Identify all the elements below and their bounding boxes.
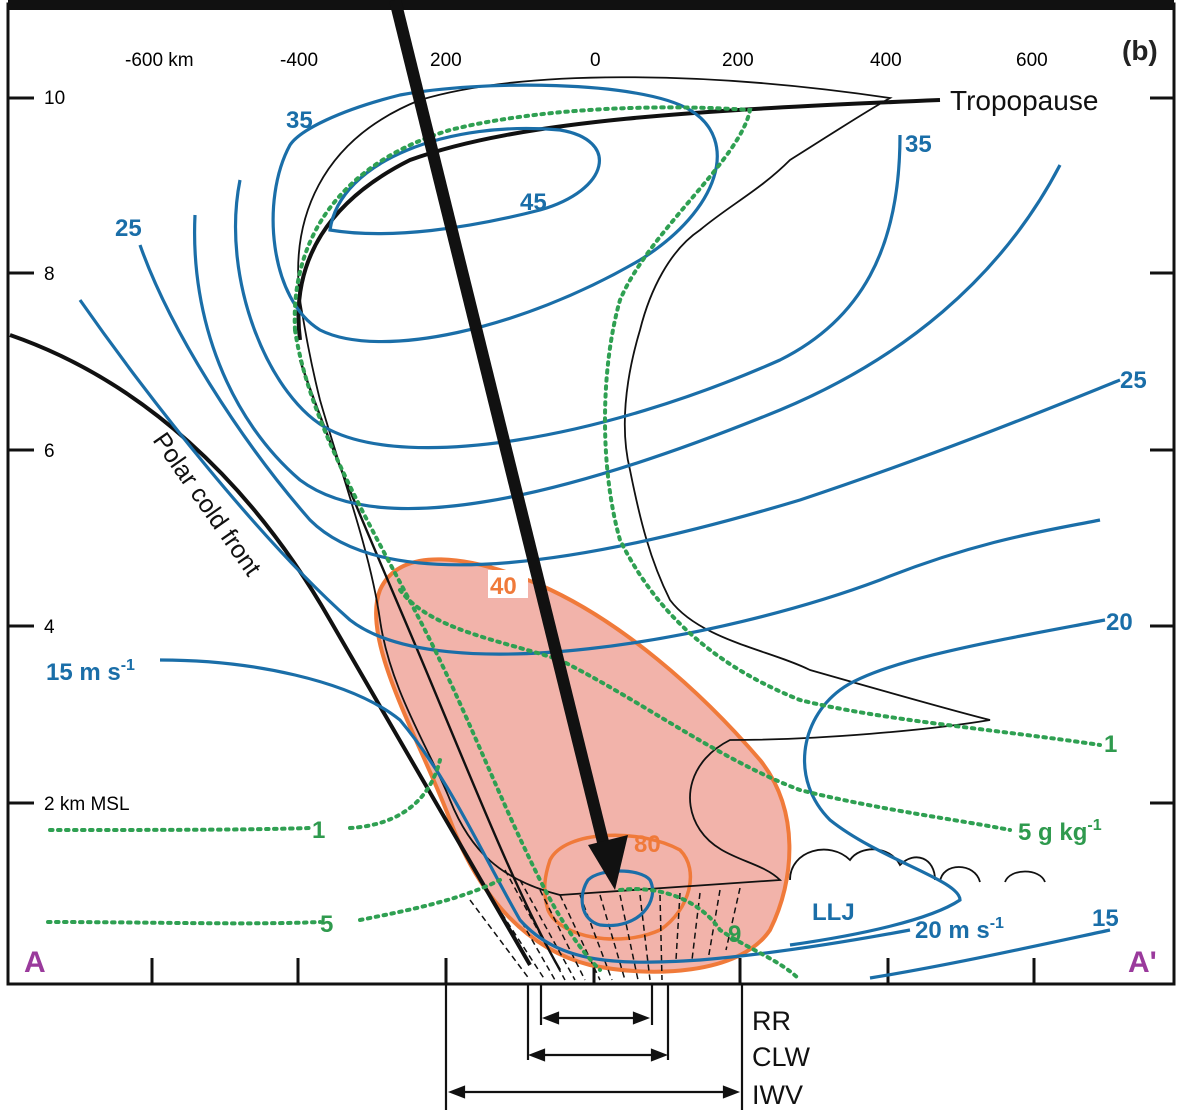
wind-label-25-left: 25 [115, 215, 142, 242]
label-40-bg [488, 570, 528, 598]
x-ticks-bottom [150, 958, 1036, 984]
small-clouds [789, 848, 1046, 883]
wind-label-25-right: 25 [1120, 367, 1147, 394]
iwv-label: IWV [752, 1080, 803, 1110]
wind-label-35-left: 35 [286, 107, 313, 134]
moisture-contour-front [293, 328, 602, 972]
top-border [8, 0, 1174, 10]
moisture-label-1-left: 1 [312, 817, 325, 844]
wind-label-20-lower: 20 m s-1 [915, 915, 1004, 944]
measurement-brackets [444, 984, 744, 1110]
x-tick-label: -400 [280, 50, 318, 71]
llj-label: LLJ [812, 899, 855, 926]
endpoint-a-prime-label: A' [1128, 946, 1157, 979]
x-tick-label: 0 [590, 50, 601, 71]
shaded-region-80 [542, 833, 693, 941]
moisture-contour-1-left-b [348, 758, 442, 830]
moisture-contour-1-outer [292, 105, 1102, 747]
endpoint-a-label: A [24, 946, 46, 979]
rr-label: RR [752, 1006, 791, 1036]
wind-contour-25 [192, 164, 1062, 511]
moisture-contour-5-left [46, 920, 322, 926]
clw-label: CLW [752, 1042, 811, 1072]
wind-contour-45 [328, 126, 601, 236]
wind-label-35-right: 35 [905, 131, 932, 158]
orange-label-40: 40 [490, 573, 517, 600]
y-tick-label: 6 [44, 441, 55, 462]
tropopause-label: Tropopause [950, 85, 1098, 116]
moisture-contour-1-inner [398, 588, 1012, 832]
wind-label-15-right: 15 [1092, 905, 1119, 932]
x-tick-label: -600 km [125, 50, 194, 71]
y-tick-label: 10 [44, 88, 65, 109]
wind-label-45: 45 [520, 189, 547, 216]
x-tick-label: 400 [870, 50, 902, 71]
moisture-contour-5-left-b [358, 878, 502, 922]
wind-label-15-left: 15 m s-1 [46, 657, 135, 686]
panel-label: (b) [1122, 35, 1158, 66]
wind-contour-35 [271, 83, 719, 344]
orange-label-80: 80 [634, 831, 661, 858]
x-tick-label: 200 [722, 50, 754, 71]
trajectory-arrow [389, 0, 628, 890]
y-tick-label: 8 [44, 264, 55, 285]
moisture-label-5-right: 5 g kg-1 [1018, 817, 1102, 846]
front-line-2 [298, 359, 562, 971]
moisture-label-1-right: 1 [1104, 731, 1117, 758]
polar-cold-front-line [9, 333, 532, 966]
y-ticks-right [1150, 96, 1174, 805]
moisture-label-9: 9 [728, 921, 741, 948]
wind-label-20-right: 20 [1106, 609, 1133, 636]
cloud-outline [297, 76, 991, 896]
wind-contour-15-right [869, 928, 1111, 980]
wind-contour-25-mid [138, 244, 1121, 567]
y-tick-label: 2 km MSL [44, 794, 130, 815]
moisture-label-5-left: 5 [320, 911, 333, 938]
x-tick-label: 600 [1016, 50, 1048, 71]
wind-contour-20 [78, 299, 1101, 656]
x-tick-label: 200 [430, 50, 462, 71]
wind-contours [78, 83, 1121, 980]
wind-contour-core [580, 869, 655, 928]
wind-contour-15 [159, 658, 911, 964]
tropopause-line [296, 98, 941, 341]
y-tick-label: 4 [44, 617, 55, 638]
y-ticks-left [8, 96, 34, 805]
moisture-contours [46, 105, 1102, 982]
moisture-contour-9 [618, 887, 802, 982]
wind-contour-20-lower [789, 618, 1106, 947]
moisture-contour-1-left [48, 826, 312, 832]
